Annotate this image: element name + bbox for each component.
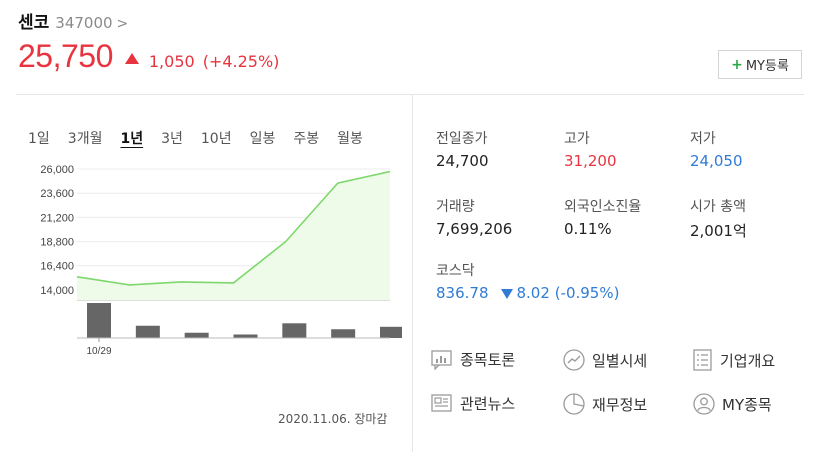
stock-header: 센코 347000 > 25,750 1,050 (+4.25%) bbox=[18, 8, 279, 75]
y-tick-label: 16,400 bbox=[40, 261, 74, 273]
user-circle-icon bbox=[693, 393, 715, 415]
market-close-note: 2020.11.06. 장마감 bbox=[278, 412, 388, 426]
link-discussion-label: 종목토론 bbox=[460, 350, 516, 369]
volume-bar bbox=[282, 323, 307, 338]
volume-bar bbox=[380, 326, 402, 338]
tab-1day[interactable]: 1일 bbox=[28, 131, 50, 147]
plus-icon: + bbox=[731, 56, 743, 73]
tab-monthly-candle[interactable]: 월봉 bbox=[337, 131, 363, 147]
low-label: 저가 bbox=[690, 131, 716, 147]
divider-horizontal bbox=[16, 94, 804, 95]
link-daily-price-label: 일별시세 bbox=[592, 351, 648, 370]
link-my-stocks[interactable]: MY종목 bbox=[692, 392, 772, 416]
price-change-percent: (+4.25%) bbox=[202, 52, 280, 71]
down-arrow-icon bbox=[500, 289, 513, 299]
high-value: 31,200 bbox=[564, 152, 617, 170]
link-daily-price[interactable]: 일별시세 bbox=[562, 348, 647, 372]
high-label: 고가 bbox=[564, 131, 590, 147]
prev-close-value: 24,700 bbox=[436, 152, 489, 170]
low-value: 24,050 bbox=[690, 152, 743, 170]
chart-board-icon bbox=[431, 350, 452, 370]
divider-vertical bbox=[412, 95, 413, 452]
kosdaq-change: 8.02 bbox=[516, 284, 550, 302]
y-tick-label: 23,600 bbox=[40, 188, 74, 200]
chevron-right-icon[interactable]: > bbox=[116, 16, 129, 32]
volume-bar bbox=[184, 332, 209, 338]
stock-name[interactable]: 센코 bbox=[18, 13, 50, 33]
volume-bar bbox=[331, 329, 356, 338]
tab-1year[interactable]: 1년 bbox=[120, 131, 144, 147]
x-tick-label: 10/29 bbox=[86, 346, 111, 357]
link-company-overview-label: 기업개요 bbox=[720, 351, 776, 370]
stock-code[interactable]: 347000 bbox=[55, 14, 113, 32]
period-tabs: 1일 3개월 1년 3년 10년 일봉 주봉 월봉 bbox=[28, 128, 381, 148]
trend-circle-icon bbox=[563, 349, 585, 371]
tab-3month[interactable]: 3개월 bbox=[67, 131, 103, 147]
link-company-overview[interactable]: 기업개요 bbox=[692, 348, 775, 372]
foreign-ratio-value: 0.11% bbox=[564, 220, 612, 238]
prev-close-label: 전일종가 bbox=[436, 131, 488, 147]
y-tick-label: 21,200 bbox=[40, 212, 74, 224]
kosdaq-index: 836.78 8.02 (-0.95%) bbox=[436, 284, 676, 302]
tab-10year[interactable]: 10년 bbox=[200, 131, 232, 147]
link-financial-info[interactable]: 재무정보 bbox=[562, 392, 647, 416]
y-tick-label: 14,000 bbox=[40, 285, 74, 297]
volume-bar bbox=[87, 303, 111, 338]
link-my-stocks-label: MY종목 bbox=[722, 395, 772, 414]
y-tick-label: 26,000 bbox=[40, 164, 74, 176]
volume-bar bbox=[233, 334, 258, 338]
link-discussion[interactable]: 종목토론 bbox=[430, 348, 515, 370]
link-news-label: 관련뉴스 bbox=[460, 394, 516, 413]
up-arrow-icon bbox=[124, 53, 139, 64]
tab-3year[interactable]: 3년 bbox=[161, 131, 183, 147]
current-price: 25,750 bbox=[18, 38, 113, 74]
kosdaq-value: 836.78 bbox=[436, 284, 489, 302]
news-icon bbox=[431, 394, 452, 412]
price-chart[interactable]: 26,000 23,600 21,200 18,800 16,400 14,000 10/… bbox=[22, 160, 402, 360]
price-change: 1,050 bbox=[148, 52, 195, 71]
market-cap-value: 2,001억 bbox=[690, 222, 747, 240]
kosdaq-label: 코스닥 bbox=[436, 263, 475, 279]
tab-daily-candle[interactable]: 일봉 bbox=[249, 131, 276, 147]
market-cap-label: 시가 총액 bbox=[690, 199, 746, 215]
my-register-label: MY등록 bbox=[745, 59, 789, 74]
document-list-icon bbox=[693, 349, 712, 371]
foreign-ratio-label: 외국인소진율 bbox=[564, 199, 642, 215]
tab-weekly-candle[interactable]: 주봉 bbox=[293, 131, 320, 147]
volume-label: 거래량 bbox=[436, 199, 475, 215]
pie-chart-icon bbox=[563, 393, 585, 415]
link-financial-info-label: 재무정보 bbox=[592, 395, 648, 414]
kosdaq-change-percent: (-0.95%) bbox=[554, 284, 620, 302]
volume-bar bbox=[135, 325, 160, 338]
my-register-button[interactable]: + MY등록 bbox=[718, 50, 802, 79]
price-area bbox=[77, 171, 390, 300]
y-tick-label: 18,800 bbox=[40, 237, 74, 249]
link-news[interactable]: 관련뉴스 bbox=[430, 392, 515, 414]
price-line bbox=[76, 170, 391, 286]
volume-value: 7,699,206 bbox=[436, 220, 513, 238]
